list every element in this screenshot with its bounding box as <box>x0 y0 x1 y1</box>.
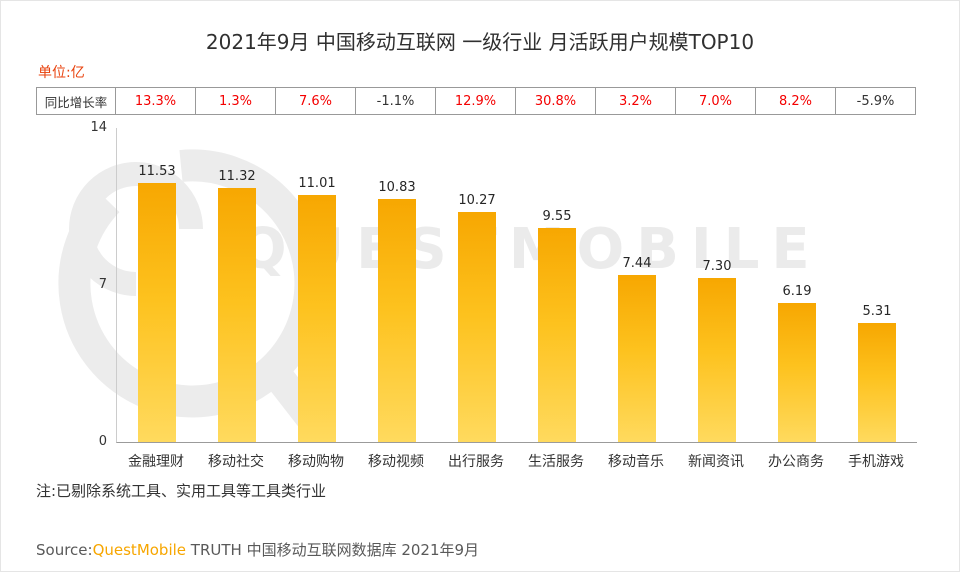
bar-chart-plot-area: 11.53 11.32 11.01 10.83 10.27 9.55 <box>116 128 917 443</box>
bar-column: 10.83 <box>357 128 437 442</box>
source-line: Source:QuestMobile TRUTH 中国移动互联网数据库 2021… <box>36 539 479 560</box>
bar <box>698 278 736 442</box>
bar-value-label: 7.44 <box>622 256 652 272</box>
bar-column: 11.53 <box>117 128 197 442</box>
bar-column: 7.30 <box>677 128 757 442</box>
category-label: 移动视频 <box>368 454 424 470</box>
growth-value: 12.9% <box>436 87 516 115</box>
category-label: 新闻资讯 <box>688 454 744 470</box>
growth-value: -1.1% <box>356 87 436 115</box>
growth-value: 1.3% <box>196 87 276 115</box>
category-label: 办公商务 <box>768 454 824 470</box>
y-tick-14: 14 <box>90 120 107 135</box>
growth-value: 8.2% <box>756 87 836 115</box>
bar <box>778 303 816 442</box>
growth-value: 7.0% <box>676 87 756 115</box>
bar-column: 7.44 <box>597 128 677 442</box>
chart-title: 2021年9月 中国移动互联网 一级行业 月活跃用户规模TOP10 <box>205 30 755 54</box>
y-tick-0: 0 <box>98 434 107 449</box>
bar-column: 11.01 <box>277 128 357 442</box>
bar-value-label: 6.19 <box>782 284 812 300</box>
growth-value: 30.8% <box>516 87 596 115</box>
bar-value-label: 7.30 <box>702 259 732 275</box>
growth-rate-row: 同比增长率 13.3% 1.3% 7.6% -1.1% 12.9% 30.8% … <box>36 87 916 115</box>
bar-value-label: 11.53 <box>138 164 176 180</box>
bar-column: 5.31 <box>837 128 917 442</box>
bar-value-label: 10.83 <box>378 180 416 196</box>
bar <box>378 199 416 442</box>
category-label: 出行服务 <box>448 454 504 470</box>
bar <box>138 183 176 442</box>
category-label: 手机游戏 <box>848 454 904 470</box>
source-prefix: Source: <box>36 541 93 559</box>
category-label: 移动音乐 <box>608 454 664 470</box>
bar-value-label: 11.32 <box>218 169 256 185</box>
bar-column: 10.27 <box>437 128 517 442</box>
bar-value-label: 5.31 <box>862 303 892 319</box>
category-label: 生活服务 <box>528 454 584 470</box>
source-brand: QuestMobile <box>92 541 187 559</box>
source-suffix: TRUTH 中国移动互联网数据库 2021年9月 <box>186 541 480 559</box>
bar <box>218 188 256 442</box>
category-labels-row: 金融理财 移动社交 移动购物 移动视频 出行服务 生活服务 移动音乐 新闻资讯 … <box>116 451 916 471</box>
bar <box>858 322 896 442</box>
bar-column: 9.55 <box>517 128 597 442</box>
bar-column: 6.19 <box>757 128 837 442</box>
growth-value: 7.6% <box>276 87 356 115</box>
bar <box>618 275 656 442</box>
bar-column: 11.32 <box>197 128 277 442</box>
category-label: 移动购物 <box>288 454 344 470</box>
bar <box>458 211 496 442</box>
growth-value: 3.2% <box>596 87 676 115</box>
bar <box>538 227 576 442</box>
footnote: 注:已剔除系统工具、实用工具等工具类行业 <box>36 482 327 500</box>
growth-value: -5.9% <box>836 87 916 115</box>
y-tick-7: 7 <box>98 277 107 292</box>
unit-label: 单位:亿 <box>38 65 85 81</box>
growth-row-header: 同比增长率 <box>36 87 116 115</box>
bar-value-label: 10.27 <box>458 192 496 208</box>
category-label: 金融理财 <box>128 454 184 470</box>
growth-value: 13.3% <box>116 87 196 115</box>
bar-value-label: 11.01 <box>298 176 336 192</box>
bar-value-label: 9.55 <box>542 208 572 224</box>
bar <box>298 195 336 442</box>
category-label: 移动社交 <box>208 454 264 470</box>
